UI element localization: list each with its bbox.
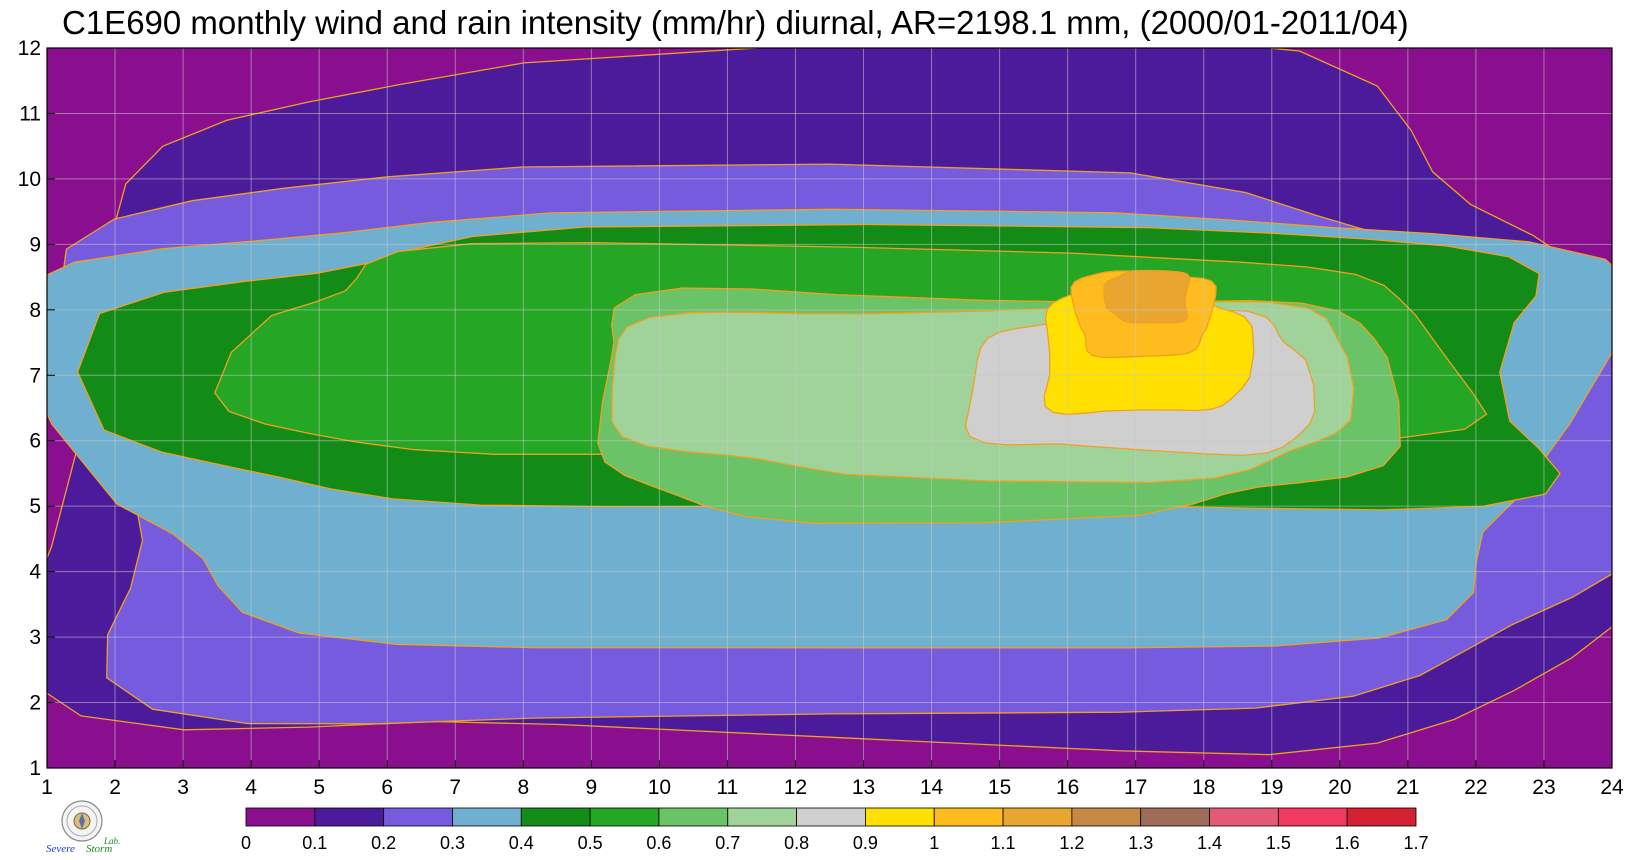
y-tick-label: 6 — [29, 430, 41, 453]
svg-text:Lab.: Lab. — [103, 836, 120, 846]
svg-text:Severe: Severe — [46, 843, 75, 855]
colorbar-label: 1.5 — [1266, 833, 1291, 853]
y-tick-label: 10 — [18, 168, 41, 191]
colorbar-label: 1 — [929, 833, 939, 853]
y-tick-label: 1 — [29, 757, 41, 780]
colorbar-label: 0.3 — [440, 833, 465, 853]
x-tick-label: 16 — [1056, 776, 1079, 799]
svg-text:Storm: Storm — [86, 843, 112, 855]
x-tick-label: 9 — [586, 776, 598, 799]
colorbar-label: 1.7 — [1403, 833, 1428, 853]
colorbar-label: 0.9 — [853, 833, 878, 853]
x-tick-label: 18 — [1192, 776, 1215, 799]
y-tick-label: 2 — [29, 692, 41, 715]
y-tick-label: 3 — [29, 626, 41, 649]
x-tick-label: 22 — [1464, 776, 1487, 799]
colorbar-swatch — [1277, 807, 1348, 827]
contour-level-1-1 — [1103, 269, 1191, 324]
y-tick-label: 5 — [29, 495, 41, 518]
colorbar-swatch — [589, 807, 660, 827]
y-tick-label: 9 — [29, 233, 41, 256]
x-tick-label: 12 — [784, 776, 807, 799]
x-tick-label: 1 — [41, 776, 53, 799]
colorbar-swatch — [245, 807, 316, 827]
colorbar-swatch — [658, 807, 729, 827]
x-tick-label: 11 — [717, 776, 739, 799]
colorbar-swatch — [865, 807, 935, 827]
colorbar-label: 0.2 — [371, 833, 396, 853]
colorbar-swatch — [1071, 807, 1142, 827]
x-tick-label: 19 — [1260, 776, 1283, 799]
chart-title: C1E690 monthly wind and rain intensity (… — [62, 4, 1409, 41]
x-tick-label: 13 — [852, 776, 875, 799]
colorbar-swatch — [796, 807, 866, 827]
colorbar-label: 0 — [241, 833, 251, 853]
colorbar-swatch — [1209, 807, 1279, 827]
y-tick-label: 4 — [29, 561, 41, 584]
y-tick-label: 11 — [19, 102, 41, 125]
colorbar-label: 1.6 — [1335, 833, 1360, 853]
x-tick-label: 4 — [245, 776, 257, 799]
x-tick-label: 24 — [1600, 776, 1624, 799]
colorbar-label: 0.4 — [509, 833, 534, 853]
y-tick-label: 8 — [29, 299, 41, 322]
colorbar-label: 1.2 — [1059, 833, 1084, 853]
x-tick-label: 21 — [1396, 776, 1419, 799]
x-tick-label: 8 — [517, 776, 529, 799]
y-tick-label: 12 — [18, 37, 41, 60]
colorbar-label: 0.8 — [784, 833, 809, 853]
colorbar-swatch — [383, 807, 453, 827]
x-tick-label: 7 — [449, 776, 461, 799]
colorbar-label: 1.1 — [991, 833, 1016, 853]
colorbar-label: 0.7 — [715, 833, 740, 853]
y-tick-label: 7 — [29, 364, 41, 387]
colorbar-swatch — [1346, 807, 1417, 827]
x-tick-label: 23 — [1532, 776, 1555, 799]
colorbar-label: 1.4 — [1197, 833, 1222, 853]
colorbar-swatch — [1140, 807, 1210, 827]
colorbar-label: 0.1 — [302, 833, 327, 853]
colorbar-label: 0.6 — [646, 833, 671, 853]
x-tick-label: 2 — [109, 776, 121, 799]
colorbar-label: 0.5 — [578, 833, 603, 853]
colorbar-swatch — [727, 807, 797, 827]
x-tick-label: 6 — [381, 776, 393, 799]
x-tick-label: 10 — [648, 776, 671, 799]
x-tick-label: 5 — [313, 776, 325, 799]
colorbar-swatch — [314, 807, 385, 827]
x-tick-label: 17 — [1124, 776, 1147, 799]
colorbar-swatch — [452, 807, 522, 827]
x-tick-label: 14 — [920, 776, 944, 799]
colorbar-swatch — [1002, 807, 1073, 827]
colorbar-swatch — [933, 807, 1004, 827]
plot-frame — [46, 47, 1613, 769]
colorbar-swatch — [520, 807, 591, 827]
x-tick-label: 15 — [988, 776, 1011, 799]
colorbar-label: 1.3 — [1128, 833, 1153, 853]
severe-storm-lab-logo: Severe Storm Lab. — [46, 800, 120, 855]
x-tick-label: 3 — [177, 776, 189, 799]
x-tick-label: 20 — [1328, 776, 1351, 799]
